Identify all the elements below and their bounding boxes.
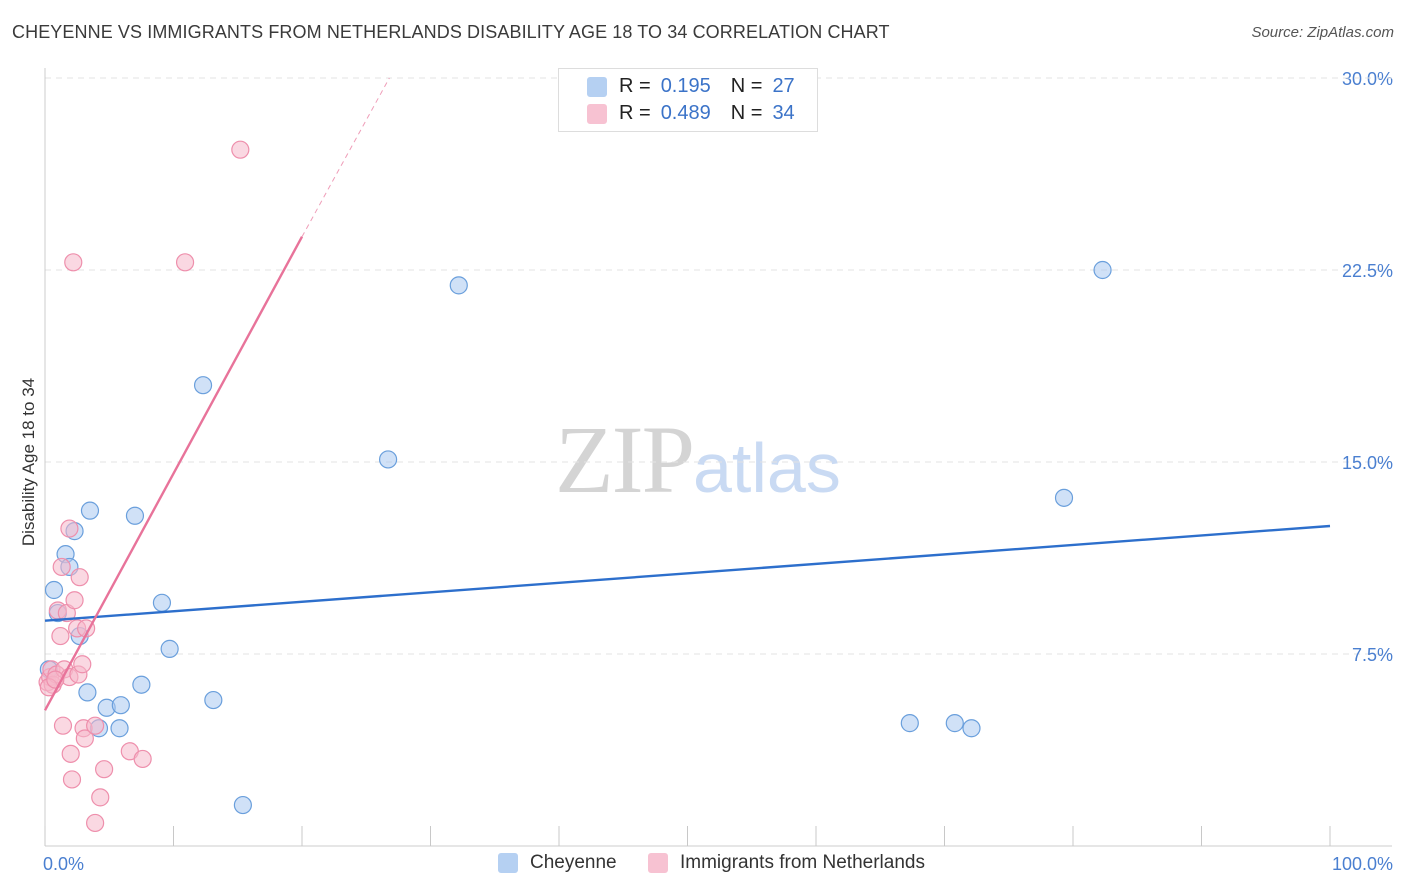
point-netherlands (86, 716, 105, 735)
series-swatch-cheyenne (498, 853, 518, 873)
point-netherlands (64, 253, 83, 272)
series-legend-netherlands: Immigrants from Netherlands (648, 852, 925, 874)
point-cheyenne (78, 683, 97, 702)
x-tick-label: 100.0% (1332, 854, 1393, 874)
point-cheyenne (125, 506, 145, 525)
point-cheyenne (1054, 488, 1074, 507)
legend-swatch-cheyenne (587, 77, 607, 97)
point-netherlands (62, 770, 82, 789)
stats-legend: R = 0.195 N = 27 R = 0.489 N = 34 (558, 68, 818, 132)
y-tick-label: 7.5% (1352, 645, 1393, 665)
point-netherlands (60, 519, 79, 538)
legend-row-cheyenne: R = 0.195 N = 27 (619, 73, 795, 99)
trendline-cheyenne (44, 524, 1331, 622)
point-cheyenne (1093, 260, 1112, 280)
point-cheyenne (160, 639, 179, 658)
legend-n-label: N = (730, 74, 763, 97)
point-netherlands (52, 557, 71, 577)
point-cheyenne (193, 376, 213, 395)
legend-n-value: 34 (772, 101, 795, 124)
point-cheyenne (111, 696, 130, 715)
legend-n-value: 27 (772, 74, 795, 97)
point-netherlands (65, 591, 84, 610)
point-cheyenne (110, 719, 129, 738)
x-tick-label: 0.0% (43, 854, 84, 874)
legend-r-value: 0.489 (660, 101, 711, 124)
y-tick-label: 15.0% (1342, 453, 1393, 473)
legend-swatch-netherlands (587, 104, 607, 124)
point-netherlands (95, 760, 114, 779)
point-cheyenne (449, 276, 468, 295)
point-netherlands (53, 716, 73, 735)
point-netherlands (75, 729, 94, 748)
point-cheyenne (204, 690, 223, 710)
series-label-cheyenne: Cheyenne (530, 852, 617, 873)
point-netherlands (86, 813, 105, 833)
point-cheyenne (378, 450, 398, 469)
y-tick-label: 22.5% (1342, 261, 1393, 281)
point-cheyenne (132, 675, 151, 694)
y-axis-label: Disability Age 18 to 34 (19, 378, 38, 546)
y-tick-label: 30.0% (1342, 69, 1393, 89)
series-label-netherlands: Immigrants from Netherlands (680, 852, 925, 873)
series-legend-cheyenne: Cheyenne (498, 852, 617, 874)
watermark-zip: ZIP (555, 406, 695, 513)
point-cheyenne (233, 795, 252, 815)
point-cheyenne (152, 593, 172, 612)
point-netherlands (51, 626, 70, 646)
point-netherlands (133, 749, 152, 769)
legend-r-label: R = (619, 74, 651, 97)
point-cheyenne (900, 714, 919, 733)
point-netherlands (70, 568, 89, 587)
point-cheyenne (44, 580, 64, 600)
point-netherlands (73, 655, 92, 674)
point-cheyenne (80, 501, 100, 520)
legend-r-label: R = (619, 101, 651, 124)
chart-title: CHEYENNE VS IMMIGRANTS FROM NETHERLANDS … (12, 22, 890, 42)
point-netherlands (61, 744, 80, 763)
point-cheyenne (945, 714, 964, 733)
watermark-atlas: atlas (693, 429, 841, 507)
legend-n-label: N = (730, 101, 763, 124)
point-netherlands (175, 253, 195, 272)
watermark: ZIPatlas (555, 404, 841, 515)
legend-r-value: 0.195 (660, 74, 711, 97)
source-label: Source: ZipAtlas.com (1251, 24, 1394, 41)
point-cheyenne (962, 719, 981, 738)
series-swatch-netherlands (648, 853, 668, 873)
point-netherlands (231, 140, 250, 159)
trendline-netherlands (43, 236, 304, 711)
legend-row-netherlands: R = 0.489 N = 34 (619, 100, 795, 126)
point-netherlands (91, 788, 110, 807)
trendline-extension-netherlands (301, 77, 390, 237)
